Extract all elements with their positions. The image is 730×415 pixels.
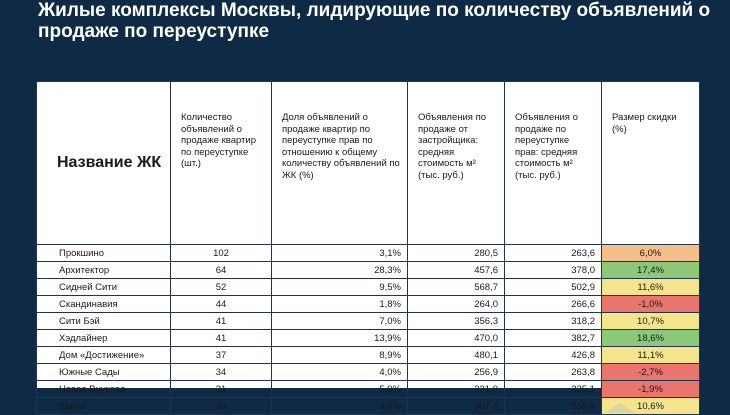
cell-developer-price: 457,6 — [407, 261, 505, 279]
cell-resale-price: 426,8 — [504, 346, 602, 364]
complexes-table-container: Название ЖК Количество объявлений о прод… — [36, 81, 700, 415]
cell-name: Сидней Сити — [36, 278, 171, 296]
cell-discount: -1,9% — [601, 380, 700, 398]
cell-share: 5,0% — [271, 380, 408, 398]
cell-discount: 11,1% — [601, 346, 700, 364]
cell-share: 9,5% — [271, 278, 408, 296]
cell-share: 4,0% — [271, 363, 408, 381]
table-row: Хэдлайнер 41 13,9% 470,0 382,7 18,6% — [36, 329, 700, 347]
cell-discount: 10,7% — [601, 312, 700, 330]
cell-discount: -1,0% — [601, 295, 700, 313]
cell-developer-price: 264,0 — [407, 295, 505, 313]
cell-name: Архитектор — [36, 261, 171, 279]
cell-count: 52 — [170, 278, 272, 296]
cell-name: Шагал — [36, 397, 171, 415]
complexes-table: Название ЖК Количество объявлений о прод… — [36, 81, 700, 415]
cell-developer-price: 568,7 — [407, 278, 505, 296]
cell-name: Скандинавия — [36, 295, 171, 313]
cell-name: Новое Внуково — [36, 380, 171, 398]
cell-name: Южные Сады — [36, 363, 171, 381]
header-share: Доля объявлений о продаже квартир по пер… — [271, 81, 408, 245]
table-row: Сидней Сити 52 9,5% 568,7 502,9 11,6% — [36, 278, 700, 296]
cell-discount: 11,6% — [601, 278, 700, 296]
table-row: Южные Сады 34 4,0% 256,9 263,8 -2,7% — [36, 363, 700, 381]
cell-share: 28,3% — [271, 261, 408, 279]
cell-share: 1,8% — [271, 295, 408, 313]
cell-count: 41 — [170, 312, 272, 330]
cell-discount: 18,6% — [601, 329, 700, 347]
cell-resale-price: 263,6 — [504, 244, 602, 262]
header-resale-price: Объявления о продаже по переуступке прав… — [504, 81, 602, 245]
table-header-row: Название ЖК Количество объявлений о прод… — [36, 81, 700, 245]
table-row: Дом «Достижение» 37 8,9% 480,1 426,8 11,1% — [36, 346, 700, 364]
cell-share: 3,0% — [271, 397, 408, 415]
cell-name: Прокшино — [36, 244, 171, 262]
cell-developer-price: 256,9 — [407, 363, 505, 381]
cell-share: 7,0% — [271, 312, 408, 330]
cell-share: 8,9% — [271, 346, 408, 364]
table-row: Прокшино 102 3,1% 280,5 263,6 6,0% — [36, 244, 700, 262]
cell-developer-price: 480,1 — [407, 346, 505, 364]
page-title: Жилые комплексы Москвы, лидирующие по ко… — [38, 0, 711, 42]
cell-count: 34 — [170, 363, 272, 381]
cell-count: 37 — [170, 346, 272, 364]
cell-share: 3,1% — [271, 244, 408, 262]
cell-resale-price: 502,9 — [504, 278, 602, 296]
header-count: Количество объявлений о продаже квартир … — [170, 81, 272, 245]
cell-developer-price: 356,3 — [407, 312, 505, 330]
cell-count: 41 — [170, 329, 272, 347]
cell-count: 44 — [170, 295, 272, 313]
cell-name: Сити Бэй — [36, 312, 171, 330]
cell-resale-price: 378,0 — [504, 261, 602, 279]
table-row: Скандинавия 44 1,8% 264,0 266,6 -1,0% — [36, 295, 700, 313]
cell-discount: 6,0% — [601, 244, 700, 262]
cell-discount: 17,4% — [601, 261, 700, 279]
table-row: Архитектор 64 28,3% 457,6 378,0 17,4% — [36, 261, 700, 279]
cell-resale-price: 355,6 — [504, 397, 602, 415]
table-row: Сити Бэй 41 7,0% 356,3 318,2 10,7% — [36, 312, 700, 330]
cell-resale-price: 318,2 — [504, 312, 602, 330]
table-row: Новое Внуково 31 5,0% 221,0 225,1 -1,9% — [36, 380, 700, 398]
cell-resale-price: 266,6 — [504, 295, 602, 313]
cell-name: Дом «Достижение» — [36, 346, 171, 364]
cell-discount: -2,7% — [601, 363, 700, 381]
cell-developer-price: 397,9 — [407, 397, 505, 415]
header-developer-price: Объявления по продаже от застройщика: ср… — [407, 81, 505, 245]
header-name: Название ЖК — [36, 81, 171, 245]
table-row: Шагал 30 3,0% 397,9 355,6 10,6% — [36, 397, 700, 415]
cell-count: 30 — [170, 397, 272, 415]
cell-share: 13,9% — [271, 329, 408, 347]
cell-resale-price: 382,7 — [504, 329, 602, 347]
cell-resale-price: 263,8 — [504, 363, 602, 381]
cell-name: Хэдлайнер — [36, 329, 171, 347]
cell-developer-price: 280,5 — [407, 244, 505, 262]
table-body: Прокшино 102 3,1% 280,5 263,6 6,0% Архитектор 6… — [36, 244, 700, 415]
cell-count: 64 — [170, 261, 272, 279]
cell-resale-price: 225,1 — [504, 380, 602, 398]
cell-count: 102 — [170, 244, 272, 262]
cell-developer-price: 221,0 — [407, 380, 505, 398]
cell-developer-price: 470,0 — [407, 329, 505, 347]
header-discount: Размер скидки (%) — [601, 81, 700, 245]
decorative-building-icon — [605, 403, 635, 413]
cell-count: 31 — [170, 380, 272, 398]
